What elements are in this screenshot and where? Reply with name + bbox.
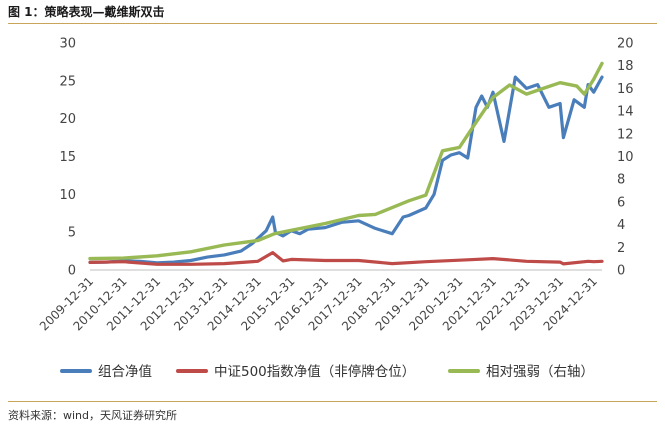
legend-label-2: 中证500指数净值（非停牌仓位） <box>214 363 415 380</box>
y-right-tick-label: 8 <box>617 173 625 188</box>
chart-title: 图 1：策略表现—戴维斯双击 <box>8 5 165 19</box>
y-right-tick-label: 16 <box>617 82 634 97</box>
y-left-tick-label: 30 <box>59 37 76 52</box>
y-left-tick-label: 10 <box>59 188 76 203</box>
y-right-tick-label: 20 <box>617 37 634 52</box>
y-right-tick-label: 4 <box>617 218 625 233</box>
y-right-tick-label: 2 <box>617 241 625 256</box>
y-right-tick-label: 18 <box>617 59 634 74</box>
y-right-tick-label: 6 <box>617 195 625 210</box>
y-right-tick-label: 12 <box>617 127 634 142</box>
legend-label-1: 组合净值 <box>98 364 152 380</box>
y-right-tick-label: 14 <box>617 105 634 120</box>
footer-divider <box>8 401 657 402</box>
y-left-tick-label: 25 <box>59 74 76 89</box>
series-line-2 <box>88 251 604 266</box>
y-right-tick-label: 0 <box>617 264 625 279</box>
series-line-1 <box>88 75 604 265</box>
source-note: 资料来源：wind，天风证券研究所 <box>8 409 178 422</box>
title-divider <box>8 23 657 24</box>
y-right-tick-label: 10 <box>617 150 634 165</box>
y-left-tick-label: 0 <box>68 264 76 279</box>
y-left-tick-label: 20 <box>59 112 76 127</box>
legend-label-3: 相对强弱（右轴） <box>486 364 594 380</box>
y-left-tick-label: 5 <box>68 226 76 241</box>
y-left-tick-label: 15 <box>59 150 76 165</box>
series-line-3 <box>88 61 604 261</box>
